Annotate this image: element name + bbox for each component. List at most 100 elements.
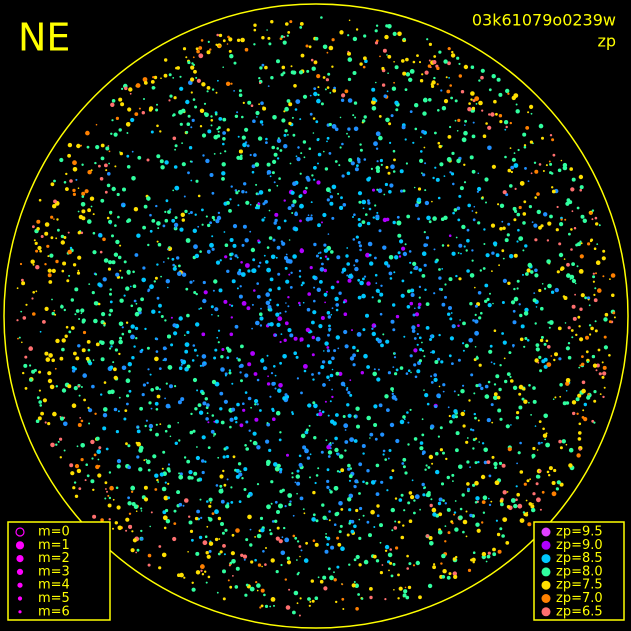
star: [463, 130, 468, 136]
star: [228, 37, 233, 42]
star: [174, 148, 177, 151]
star: [238, 149, 243, 154]
star: [108, 260, 113, 265]
star: [390, 319, 395, 324]
star: [279, 312, 282, 315]
star: [390, 164, 395, 169]
star: [481, 196, 484, 199]
star: [272, 159, 277, 164]
star: [362, 480, 365, 484]
star: [104, 481, 108, 485]
star: [161, 552, 167, 558]
star: [507, 447, 512, 452]
star: [392, 149, 396, 153]
star: [303, 369, 307, 373]
star: [274, 500, 278, 504]
star: [206, 50, 211, 55]
star: [590, 326, 594, 331]
star: [156, 221, 161, 226]
star: [467, 203, 472, 208]
star: [286, 556, 291, 560]
star: [457, 358, 461, 362]
star: [81, 191, 86, 196]
star: [512, 344, 515, 347]
star: [368, 533, 372, 538]
star: [533, 292, 536, 294]
star: [276, 510, 280, 514]
star: [517, 148, 520, 152]
star: [217, 315, 220, 317]
star: [313, 60, 318, 64]
star: [372, 188, 375, 192]
star: [523, 145, 527, 149]
star: [444, 295, 447, 299]
star: [207, 446, 211, 449]
star: [443, 59, 448, 64]
star: [288, 239, 291, 241]
star: [279, 431, 282, 434]
star: [352, 353, 356, 358]
star: [157, 227, 160, 230]
star: [571, 336, 574, 339]
star: [347, 467, 351, 471]
star: [392, 366, 395, 368]
star: [318, 412, 323, 417]
star: [264, 65, 268, 70]
star: [191, 62, 194, 65]
star: [495, 112, 498, 116]
star: [517, 228, 520, 232]
star: [228, 303, 231, 306]
star: [298, 545, 302, 548]
star: [113, 375, 118, 380]
star: [469, 466, 471, 469]
star: [587, 298, 590, 301]
star: [445, 457, 448, 461]
star: [503, 120, 509, 125]
star: [570, 329, 574, 332]
star: [55, 338, 60, 344]
star: [453, 409, 458, 414]
star: [85, 463, 88, 467]
star: [317, 252, 320, 254]
star: [265, 141, 268, 145]
star: [363, 34, 367, 38]
star: [224, 243, 229, 247]
star: [396, 220, 402, 226]
star: [211, 235, 214, 238]
star: [569, 274, 575, 280]
star: [210, 115, 213, 118]
star: [346, 403, 350, 407]
star: [241, 477, 244, 480]
star: [319, 267, 325, 272]
star: [136, 548, 140, 552]
star: [104, 163, 108, 168]
star: [155, 350, 159, 353]
star: [530, 414, 532, 416]
star: [229, 257, 233, 261]
star: [334, 447, 339, 453]
star: [602, 371, 607, 376]
star: [194, 253, 200, 259]
star: [611, 293, 615, 297]
star: [72, 192, 76, 196]
star: [380, 163, 383, 166]
star: [323, 150, 325, 153]
star: [472, 121, 475, 124]
star: [315, 120, 319, 124]
star: [441, 575, 446, 579]
star: [558, 242, 562, 246]
star: [124, 86, 128, 91]
star: [541, 441, 543, 444]
star: [330, 313, 333, 316]
star: [459, 319, 461, 321]
star: [268, 236, 273, 240]
star: [134, 311, 140, 317]
star: [311, 320, 315, 325]
star: [359, 506, 363, 511]
star: [348, 508, 352, 512]
star: [387, 24, 392, 29]
star: [214, 509, 219, 515]
star: [405, 162, 408, 165]
star: [369, 595, 373, 600]
star: [304, 448, 309, 454]
